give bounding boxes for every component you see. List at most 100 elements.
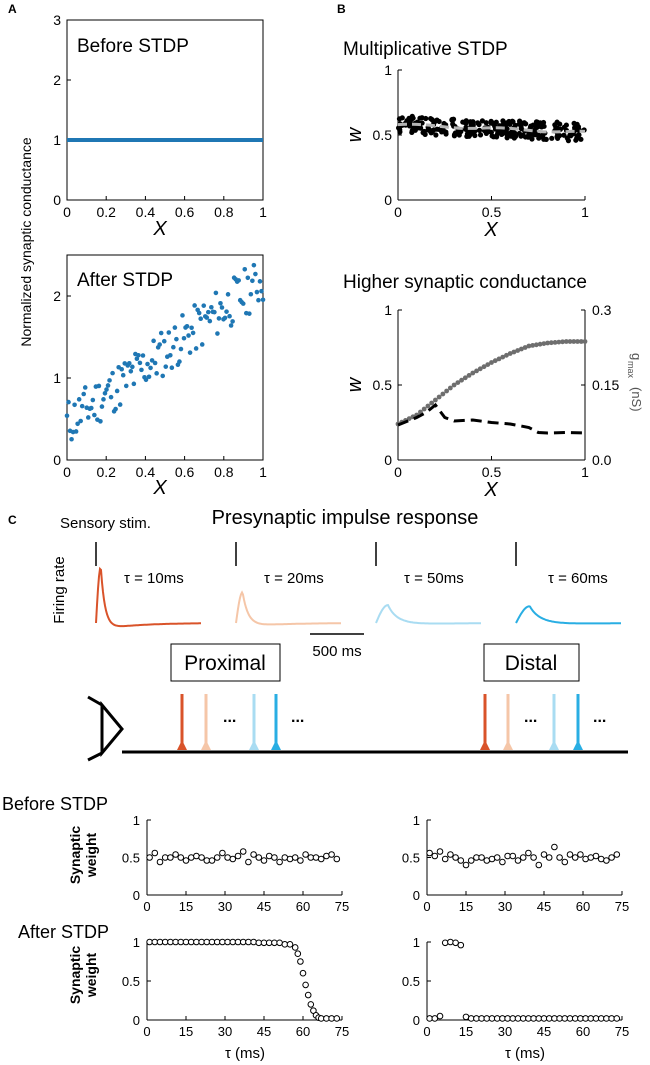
weight-point [525, 849, 532, 857]
b-top-point [516, 121, 522, 127]
a-after-point [215, 331, 220, 336]
b-bottom-w-point [582, 339, 588, 344]
b-top-ylabel: w [344, 126, 366, 142]
weight-ytick-label: 0.5 [402, 974, 420, 989]
a-before-xtick-label: 0 [63, 204, 71, 220]
b-bottom-w-point [530, 343, 536, 348]
scale-bar-label: 500 ms [312, 643, 361, 660]
b-bottom-xticks: 0 0.5 1 [394, 456, 589, 480]
b-bottom-xtick-label: 1 [581, 464, 589, 480]
a-after-plot: After STDP 0 1 2 0 0.2 0.4 0.6 0.8 1 X [53, 254, 267, 499]
weight-ylabel-before-line2: weight [83, 833, 99, 879]
a-after-point [136, 352, 141, 358]
a-after-point [245, 275, 251, 281]
weight-point [431, 852, 439, 860]
weight-xtick-label: 15 [179, 899, 193, 914]
weight-point [613, 1015, 621, 1022]
a-after-point [251, 262, 257, 268]
a-after-point [212, 309, 217, 315]
weight-point [540, 851, 548, 858]
b-bottom-w-point [504, 352, 509, 358]
a-after-point [130, 364, 135, 370]
b-bottom-w-point [552, 340, 558, 345]
weight-point [509, 852, 517, 860]
b-bottom-w-point [541, 341, 547, 346]
b-bottom-xtick-label: 0 [394, 464, 402, 480]
gmax-label: g [629, 353, 644, 360]
synapse-terminal [573, 740, 583, 750]
a-after-point [204, 315, 210, 320]
a-after-point [228, 323, 234, 328]
b-bottom-w-point [429, 400, 435, 406]
weight-point [213, 854, 221, 861]
weight-ytick-label: 0.5 [402, 851, 420, 866]
b-bottom-w-point [425, 403, 431, 409]
a-before-title: Before STDP [77, 36, 189, 57]
b-bottom-w-point [485, 362, 491, 367]
b-top-point [522, 134, 529, 140]
a-after-point [216, 316, 222, 321]
ellipsis-dist-2: ... [593, 709, 606, 726]
weight-point [297, 958, 304, 965]
a-after-point [98, 419, 103, 424]
b-bottom-xtick-label: 0.5 [482, 464, 502, 480]
b-top-point [467, 119, 474, 125]
weight-xtick-label: 75 [335, 1024, 349, 1039]
a-after-point [92, 412, 97, 418]
a-after-point [198, 316, 204, 322]
panel-a-ylabel: Normalized synaptic conductance [18, 137, 34, 347]
ellipsis-prox-1: ... [223, 709, 236, 726]
weight-point [255, 854, 263, 861]
a-after-point [151, 338, 156, 344]
b-bottom-w-point [545, 340, 550, 346]
a-after-point [66, 399, 71, 405]
weight-ylabel-after: Synaptic weight [67, 946, 99, 1005]
b-bottom-w-point [477, 366, 483, 372]
b-top-point [396, 116, 403, 122]
a-after-point [110, 370, 115, 376]
weight-ytick-label: 1 [413, 813, 420, 828]
weight-xtick-label: 30 [498, 1024, 512, 1039]
weight-xtick-label: 75 [615, 899, 629, 914]
b-top-mean-line [397, 122, 586, 134]
b-top-point [476, 127, 483, 133]
weight-point [271, 854, 278, 861]
weight-point [167, 854, 174, 861]
b-top-yticks: 00.51 [373, 62, 402, 208]
weight-point [514, 857, 522, 864]
b-bottom-w-point [406, 416, 412, 421]
weight-xtick-label: 0 [143, 899, 150, 914]
b-top-point [433, 132, 439, 138]
weight-point [276, 858, 283, 866]
weight-ytick-label: 1 [133, 813, 140, 828]
proximal-box [170, 643, 281, 682]
b-bottom-ytick-label: 1 [384, 302, 392, 318]
a-after-point [218, 301, 223, 306]
weight-xtick-label: 75 [615, 1024, 629, 1039]
b-top-point [508, 133, 514, 139]
a-after-point [145, 361, 150, 367]
a-after-point [184, 323, 190, 329]
a-after-point [113, 406, 118, 412]
a-after-xtick-label: 1 [259, 464, 267, 480]
b-top-point [493, 133, 499, 139]
b-top-point [578, 136, 584, 142]
weight-plot-distal-after: 0 0.5 1 0 15 30 45 60 75 [402, 935, 629, 1039]
a-after-point [89, 405, 94, 411]
a-after-xtick-label: 0.4 [136, 464, 156, 480]
synapse-terminal [177, 740, 187, 750]
a-after-point [114, 388, 120, 394]
a-before-xtick-label: 1 [259, 204, 267, 220]
a-after-point [117, 402, 123, 407]
tau-label-20: τ = 20ms [264, 570, 324, 587]
b-bottom-w-point [496, 356, 502, 362]
b-bottom-w-point [567, 339, 573, 344]
b-top-points [395, 113, 587, 144]
b-bottom-w-point [474, 368, 479, 374]
b-bottom-w-point [459, 377, 464, 383]
weight-point [182, 857, 190, 864]
impulse-curve-tau60 [515, 605, 621, 625]
b-top-point [504, 133, 511, 139]
a-after-point [154, 371, 159, 376]
weight-point [172, 851, 179, 858]
